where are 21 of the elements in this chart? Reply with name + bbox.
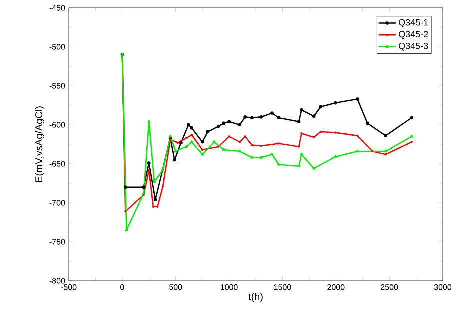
legend-label: Q345-3 [398,42,428,51]
y-tick-label: -750 [50,239,66,245]
x-tick-label: 3000 [434,284,452,290]
x-tick-label: 0 [120,284,124,290]
y-tick-label: -600 [50,122,66,128]
x-tick-label: -500 [61,284,77,290]
y-tick-label: -650 [50,161,66,167]
x-tick-label: 500 [170,284,182,290]
legend-label: Q345-2 [398,31,428,40]
x-tick-label: 2500 [381,284,398,290]
x-tick-label: 1000 [221,284,238,290]
x-axis-title: t(h) [248,293,263,302]
y-tick-label: -700 [50,200,66,206]
legend-label: Q345-1 [398,19,428,28]
y-tick-label: -450 [50,5,66,11]
y-tick-label: -800 [50,278,66,284]
x-tick-label: 1500 [274,284,292,290]
y-axis-title: E(mV,vsAg/AgCl) [35,106,45,182]
y-tick-label: -500 [50,44,66,50]
y-tick-label: -550 [50,83,66,89]
x-tick-label: 2000 [328,284,345,290]
